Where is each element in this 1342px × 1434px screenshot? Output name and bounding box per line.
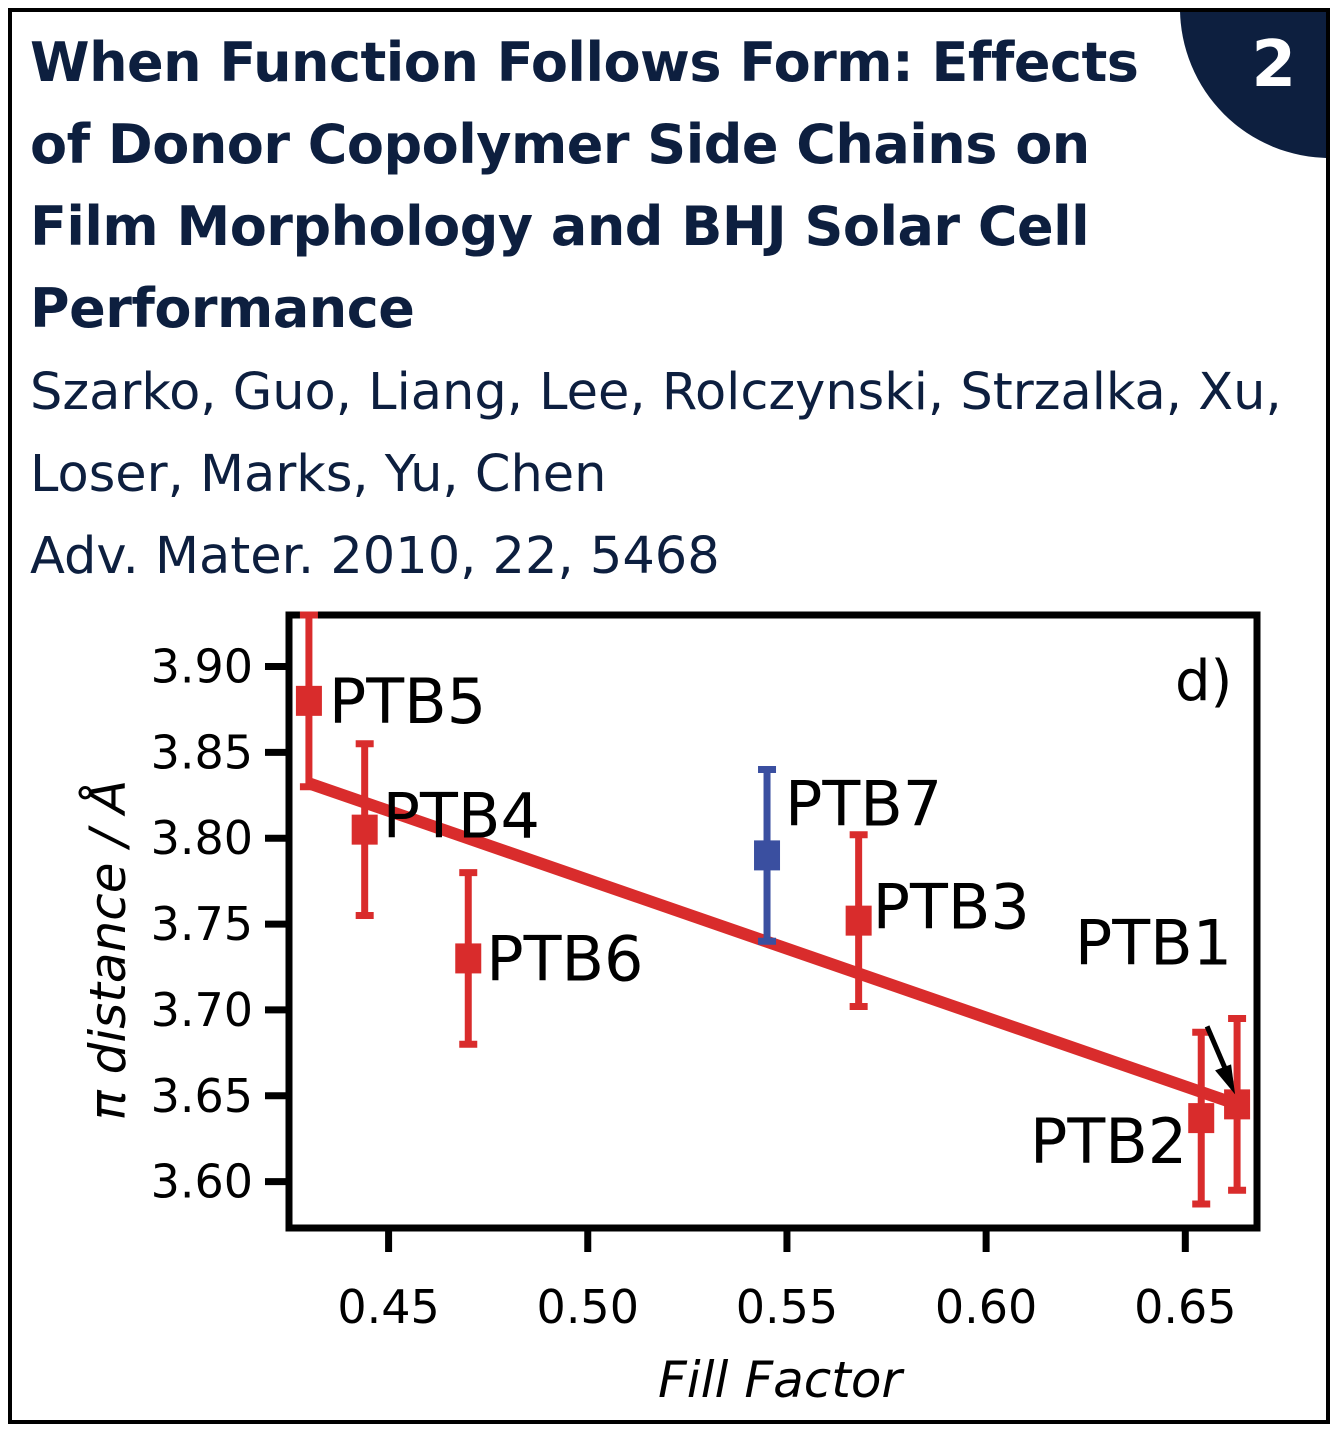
panel-label: d) xyxy=(1175,649,1232,714)
data-point-ptb2 xyxy=(1188,1103,1215,1134)
data-point-ptb4 xyxy=(351,814,378,845)
data-point-ptb5 xyxy=(295,685,322,716)
y-tick-label: 3.90 xyxy=(151,640,253,694)
point-label: PTB5 xyxy=(329,665,486,738)
y-tick-label: 3.65 xyxy=(151,1069,253,1123)
data-point-ptb1 xyxy=(1224,1089,1251,1120)
point-label: PTB6 xyxy=(486,922,643,995)
data-point-ptb7 xyxy=(754,840,781,871)
y-tick-label: 3.70 xyxy=(151,983,253,1037)
y-tick-label: 3.80 xyxy=(151,811,253,865)
point-label: PTB2 xyxy=(1030,1105,1187,1178)
x-axis-label: Fill Factor xyxy=(658,1351,905,1409)
x-tick-label: 0.50 xyxy=(537,1280,639,1334)
y-tick-label: 3.85 xyxy=(151,725,253,779)
ptb1-arrow-head xyxy=(1215,1064,1236,1095)
paper-title: When Function Follows Form: Effects of D… xyxy=(30,31,1139,340)
point-label: PTB1 xyxy=(1075,906,1232,979)
author-list: Szarko, Guo, Liang, Lee, Rolczynski, Str… xyxy=(30,363,1282,504)
data-point-ptb3 xyxy=(845,905,872,936)
point-label: PTB3 xyxy=(873,871,1030,944)
data-point-ptb6 xyxy=(455,943,482,974)
badge-number: 2 xyxy=(1251,28,1296,102)
x-tick-label: 0.60 xyxy=(935,1280,1037,1334)
x-tick-label: 0.65 xyxy=(1134,1280,1236,1334)
y-tick-label: 3.60 xyxy=(151,1155,253,1209)
summary-card: 2 When Function Follows Form: Effects of… xyxy=(8,8,1330,1424)
journal-citation: Adv. Mater. 2010, 22, 5468 xyxy=(30,527,720,586)
x-tick-label: 0.55 xyxy=(736,1280,838,1334)
y-axis-label: π distance / Å xyxy=(79,780,137,1121)
point-label: PTB4 xyxy=(383,780,540,853)
y-tick-label: 3.75 xyxy=(151,897,253,951)
point-label: PTB7 xyxy=(785,767,942,840)
x-tick-label: 0.45 xyxy=(337,1280,439,1334)
